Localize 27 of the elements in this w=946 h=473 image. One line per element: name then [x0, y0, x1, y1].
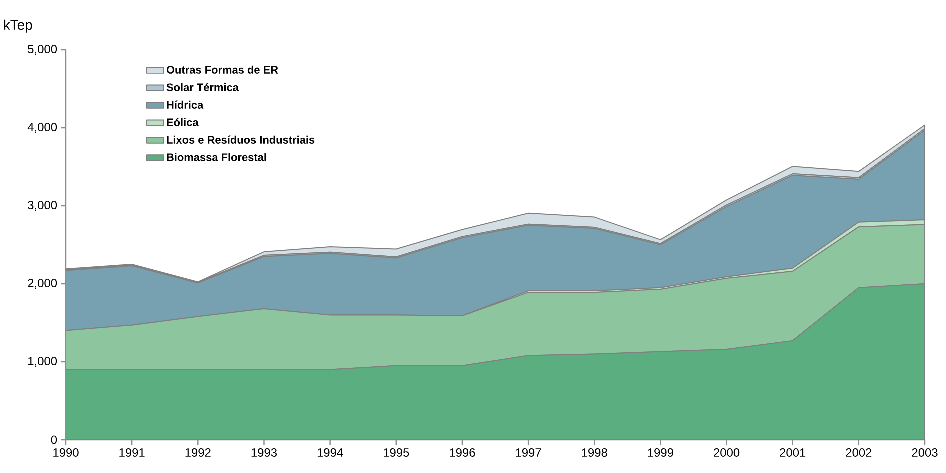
x-tick-label: 1998 [582, 448, 608, 457]
legend-label: Eólica [167, 118, 199, 126]
y-tick-label: 4,000 [28, 123, 58, 133]
x-tick-label: 1999 [648, 448, 674, 457]
x-tick-label: 1996 [450, 448, 476, 457]
y-tick-label: 5,000 [28, 45, 58, 55]
legend-label: Biomassa Florestal [167, 153, 266, 162]
x-tick-label: 1991 [120, 448, 145, 457]
legend-label: Lixos e Resíduos Industriais [167, 136, 315, 144]
legend-label: Outras Formas de ER [166, 66, 278, 74]
x-tick-label: 1992 [186, 448, 211, 457]
x-tick-label: 1990 [54, 448, 79, 457]
x-tick-label: 1993 [252, 448, 277, 457]
x-tick-label: 2001 [780, 448, 806, 457]
y-tick-label: 2,000 [28, 279, 58, 289]
legend-label: Solar Térmica [166, 83, 240, 92]
y-tick-label: 0 [51, 436, 58, 444]
y-tick-label: 1,000 [28, 357, 58, 367]
legend-label: Hídrica [167, 100, 204, 109]
x-tick-label: 1995 [384, 448, 410, 457]
y-axis-title: kTep [4, 20, 32, 33]
x-tick-label: 1994 [318, 448, 344, 457]
x-tick-label: 1997 [516, 448, 542, 457]
x-tick-label: 2000 [714, 448, 740, 457]
y-tick-label: 3,000 [28, 201, 58, 211]
x-tick-label: 2002 [846, 448, 872, 457]
x-tick-label: 2003 [912, 448, 938, 457]
